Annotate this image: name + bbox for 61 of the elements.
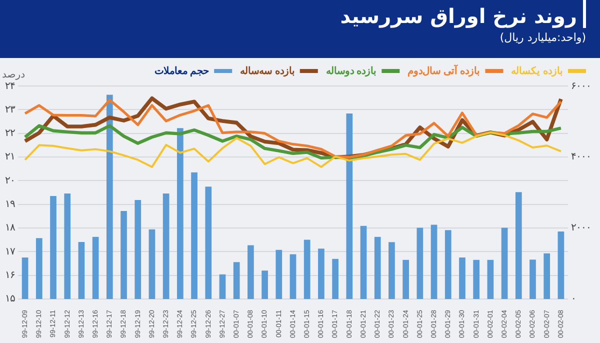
y-tick-label: ۱۵ bbox=[5, 294, 15, 305]
bar bbox=[444, 230, 452, 299]
bar bbox=[402, 260, 409, 299]
y-tick-label: ۱۶ bbox=[5, 270, 15, 282]
y2-tick-label: ۲۰۰۰ bbox=[571, 222, 591, 234]
bar bbox=[332, 258, 338, 299]
bar bbox=[558, 232, 564, 299]
legend-label: بازده دوساله bbox=[326, 66, 377, 77]
y-tick-label: ۱۷ bbox=[5, 246, 16, 258]
legend-label: بازده سه‌ساله bbox=[240, 66, 295, 77]
bar bbox=[473, 260, 480, 299]
legend-label: بازده آتی سال‌دوم bbox=[408, 64, 480, 77]
bar bbox=[36, 238, 42, 299]
bar bbox=[360, 226, 367, 299]
bar bbox=[318, 248, 324, 299]
bar bbox=[22, 257, 28, 299]
y-tick-label: ۱۸ bbox=[5, 222, 16, 234]
bar bbox=[50, 196, 56, 299]
bar bbox=[64, 193, 71, 299]
y-tick-label: ۲۲ bbox=[5, 128, 15, 140]
chart-title: روند نرخ اوراق سررسید bbox=[340, 0, 586, 28]
bar bbox=[388, 242, 395, 299]
y-tick-label: ۱۹ bbox=[5, 199, 15, 210]
y-tick-label: ۲۰ bbox=[5, 175, 15, 186]
bar bbox=[106, 94, 113, 299]
bar bbox=[544, 253, 550, 299]
y2-tick-label: ۰ bbox=[571, 294, 576, 305]
bar bbox=[459, 257, 466, 299]
y-axis-title: درصد bbox=[2, 70, 26, 81]
bar bbox=[374, 236, 381, 299]
bar bbox=[191, 172, 198, 299]
bar bbox=[120, 210, 127, 299]
bar bbox=[248, 245, 254, 299]
bar bbox=[501, 228, 508, 299]
y2-tick-label: ۶۰۰۰ bbox=[571, 80, 591, 92]
bar bbox=[148, 229, 156, 299]
bar bbox=[276, 250, 282, 299]
bar bbox=[134, 200, 142, 299]
bar bbox=[487, 260, 494, 299]
y-tick-label: ۲۴ bbox=[5, 80, 15, 92]
bar bbox=[177, 128, 184, 299]
bar bbox=[515, 192, 522, 299]
bar bbox=[262, 270, 268, 299]
bar bbox=[219, 274, 226, 299]
legend-label: حجم معاملات bbox=[154, 66, 210, 77]
chart-subtitle: (واحد:میلیارد ریال) bbox=[498, 31, 586, 44]
y-tick-label: ۲۱ bbox=[5, 152, 15, 163]
bar bbox=[233, 262, 240, 299]
legend-label: بازده یکساله bbox=[511, 66, 563, 77]
bar bbox=[78, 242, 85, 299]
bar bbox=[304, 240, 310, 299]
bar bbox=[290, 254, 296, 299]
bar bbox=[416, 228, 424, 299]
bar bbox=[530, 260, 536, 299]
y-tick-label: ۲۳ bbox=[5, 104, 16, 116]
bar bbox=[430, 224, 438, 299]
bar bbox=[346, 114, 353, 299]
bar bbox=[162, 193, 170, 299]
bar bbox=[205, 186, 212, 299]
bar bbox=[92, 236, 99, 299]
y2-tick-label: ۴۰۰۰ bbox=[571, 152, 591, 163]
